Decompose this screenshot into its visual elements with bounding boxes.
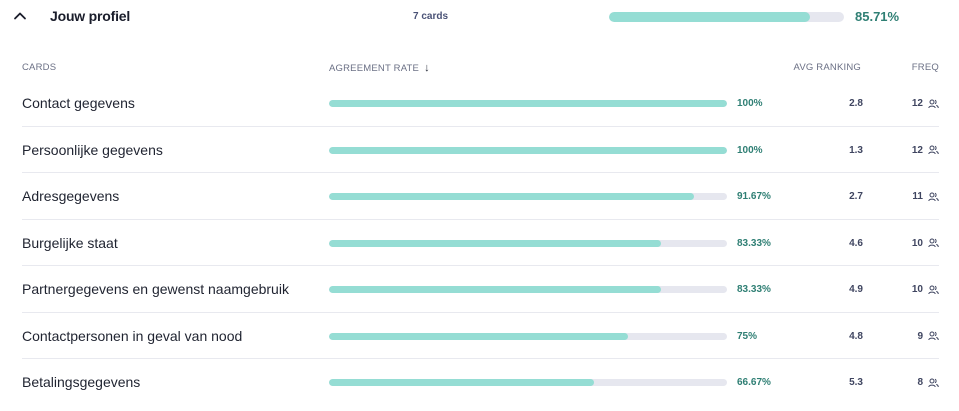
column-header-avg-ranking: AVG RANKING — [793, 62, 861, 73]
table-row[interactable]: Adresgegevens 91.67% 2.7 11 — [0, 173, 959, 220]
agreement-bar-fill — [329, 286, 661, 293]
agreement-bar — [329, 193, 727, 200]
users-icon — [928, 378, 939, 387]
row-divider — [22, 172, 939, 173]
agreement-bar-fill — [329, 193, 694, 200]
agreement-rate: 66.67% — [737, 377, 771, 388]
frequency: 10 — [912, 284, 939, 295]
avg-ranking: 2.8 — [849, 98, 863, 109]
agreement-rate: 100% — [737, 98, 763, 109]
card-name: Contact gegevens — [22, 95, 135, 111]
chevron-up-icon[interactable] — [12, 8, 28, 24]
group-title: Jouw profiel — [50, 8, 131, 24]
row-divider — [22, 358, 939, 359]
card-name: Adresgegevens — [22, 188, 120, 204]
agreement-bar-fill — [329, 379, 595, 386]
avg-ranking: 1.3 — [849, 144, 863, 156]
group-progress-fill — [609, 12, 811, 22]
avg-ranking: 4.8 — [849, 330, 863, 342]
agreement-bar — [329, 100, 727, 107]
frequency-value: 10 — [911, 237, 923, 249]
group-progress-bar — [609, 12, 844, 22]
table-row[interactable]: Persoonlijke gegevens 100% 1.3 12 — [0, 127, 959, 173]
agreement-bar-fill — [329, 100, 727, 107]
frequency: 11 — [912, 191, 939, 202]
agreement-rate: 100% — [737, 144, 763, 156]
column-header-agreement-rate[interactable]: AGREEMENT RATE ↓ — [329, 62, 430, 74]
column-header-freq: FREQ — [911, 62, 939, 73]
users-icon — [928, 145, 939, 155]
table-row[interactable]: Partnergegevens en gewenst naamgebruik 83… — [0, 266, 959, 313]
frequency: 12 — [912, 145, 939, 156]
frequency-value: 12 — [911, 98, 923, 109]
users-icon — [928, 192, 939, 201]
users-icon — [928, 285, 939, 294]
avg-ranking: 4.6 — [849, 237, 863, 249]
agreement-bar — [329, 146, 727, 154]
group-header[interactable]: Jouw profiel 7 cards 85.71% — [0, 0, 959, 36]
frequency: 9 — [917, 331, 939, 342]
row-divider — [22, 125, 939, 127]
frequency-value: 9 — [917, 330, 923, 342]
avg-ranking: 2.7 — [849, 191, 863, 202]
agreement-rate: 91.67% — [737, 191, 771, 202]
card-name: Persoonlijke gegevens — [22, 141, 163, 158]
frequency-value: 12 — [911, 144, 923, 156]
agreement-rate: 83.33% — [737, 237, 771, 249]
frequency-value: 11 — [912, 191, 923, 202]
avg-ranking: 4.9 — [849, 284, 863, 295]
frequency-value: 10 — [911, 284, 923, 295]
agreement-rate: 75% — [737, 330, 758, 342]
users-icon — [928, 99, 939, 108]
card-name: Partnergegevens en gewenst naamgebruik — [22, 281, 289, 297]
users-icon — [928, 238, 939, 248]
frequency: 12 — [912, 98, 939, 109]
agreement-bar-fill — [329, 332, 628, 340]
arrow-down-icon[interactable]: ↓ — [424, 62, 430, 74]
table-row[interactable]: Betalingsgegevens 66.67% 5.3 8 — [0, 359, 959, 406]
users-icon — [928, 331, 939, 341]
table-row[interactable]: Burgelijke staat 83.33% 4.6 10 — [0, 220, 959, 266]
agreement-bar — [329, 286, 727, 293]
agreement-bar — [329, 379, 727, 386]
table-row[interactable]: Contact gegevens 100% 2.8 12 — [0, 80, 959, 127]
card-name: Contactpersonen in geval van nood — [22, 327, 243, 344]
frequency: 10 — [912, 238, 939, 249]
table-row[interactable]: Contactpersonen in geval van nood 75% 4.8 9 — [0, 313, 959, 359]
row-divider — [22, 218, 939, 220]
card-count: 7 cards — [413, 11, 449, 22]
group-percent: 85.71% — [855, 9, 900, 24]
frequency: 8 — [917, 377, 939, 388]
agreement-bar — [329, 239, 727, 247]
card-name: Burgelijke staat — [22, 234, 118, 251]
agreement-bar-fill — [329, 239, 661, 247]
agreement-bar — [329, 332, 727, 340]
row-divider — [22, 265, 939, 266]
column-header-agreement-label: AGREEMENT RATE — [329, 63, 420, 74]
cards-table: Contact gegevens 100% 2.8 12 Persoonlijke ge… — [0, 80, 959, 406]
avg-ranking: 5.3 — [849, 377, 863, 388]
agreement-bar-fill — [329, 146, 727, 154]
frequency-value: 8 — [917, 377, 923, 388]
agreement-rate: 83.33% — [737, 284, 771, 295]
card-name: Betalingsgegevens — [22, 374, 141, 390]
row-divider — [22, 311, 939, 313]
column-header-cards: CARDS — [22, 62, 57, 73]
